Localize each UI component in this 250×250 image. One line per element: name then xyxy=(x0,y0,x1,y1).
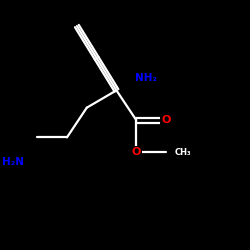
Text: NH₂: NH₂ xyxy=(135,73,157,83)
Text: CH₃: CH₃ xyxy=(174,148,191,157)
Text: O: O xyxy=(161,115,170,125)
Text: O: O xyxy=(132,147,141,157)
Text: H₂N: H₂N xyxy=(2,157,24,167)
